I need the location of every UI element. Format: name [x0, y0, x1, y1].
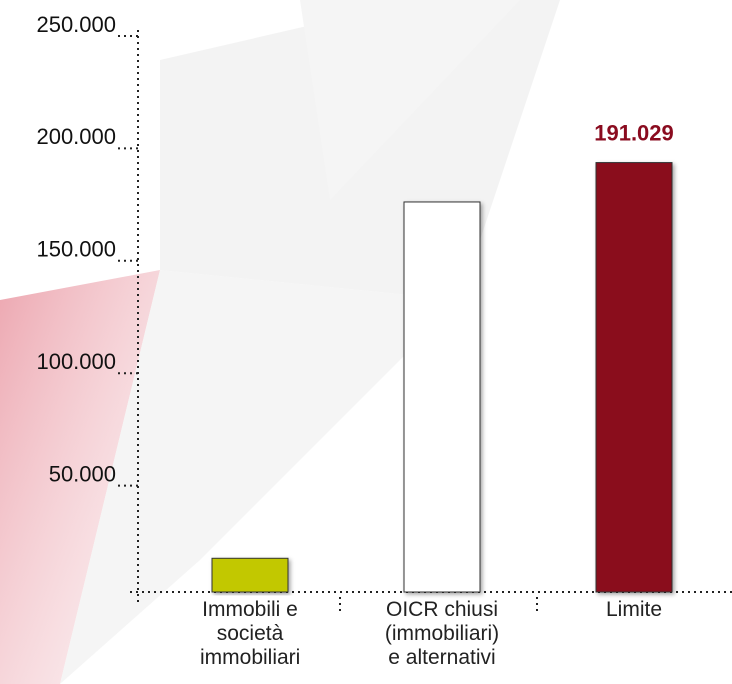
bar — [404, 202, 480, 592]
y-tick-label: 150.000 — [36, 237, 116, 262]
chart: 50.000 100.000 150.000 200.000 250.000 191.02… — [0, 0, 732, 684]
y-tick-label: 250.000 — [36, 12, 116, 37]
bar — [212, 558, 288, 592]
y-tick-label: 200.000 — [36, 124, 116, 149]
x-tick-label: OICR chiusi (immobiliari) e alternativi — [377, 598, 507, 670]
y-tick-label: 100.000 — [36, 349, 116, 374]
value-label: 191.029 — [594, 120, 674, 145]
bar — [596, 163, 672, 592]
x-tick-label: Immobili e società immobiliari — [200, 598, 300, 670]
x-tick-label: Limite — [569, 598, 699, 622]
page: 50.000 100.000 150.000 200.000 250.000 191.02… — [0, 0, 732, 684]
y-tick-label: 50.000 — [49, 461, 116, 486]
